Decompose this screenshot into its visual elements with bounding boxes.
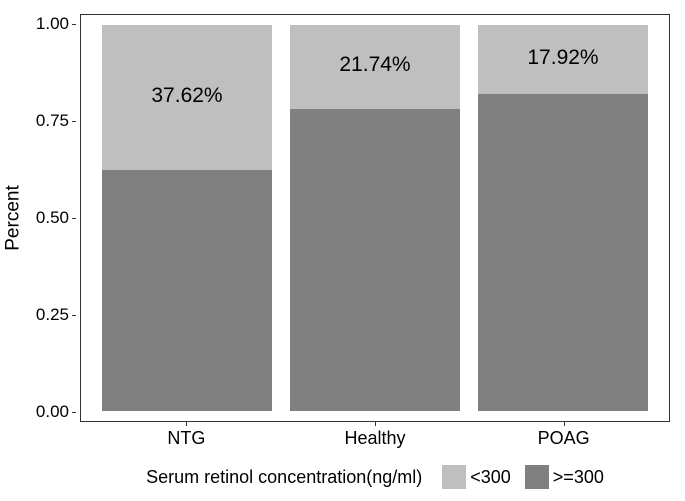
x-tick-marks [80, 422, 670, 426]
x-tick-label: POAG [538, 428, 590, 449]
y-tick [72, 412, 76, 413]
legend-item-ge300: >=300 [525, 465, 604, 489]
legend-label-ge300: >=300 [553, 467, 604, 488]
y-tick-label: 0.25 [9, 305, 69, 325]
bar: 17.92% [478, 25, 648, 411]
bar-value-label: 37.62% [102, 84, 272, 108]
legend-item-lt300: <300 [442, 465, 511, 489]
legend-swatch-lt300 [442, 465, 466, 489]
y-tick [72, 218, 76, 219]
legend-label-lt300: <300 [470, 467, 511, 488]
bar-value-label: 21.74% [290, 53, 460, 77]
legend-title: Serum retinol concentration(ng/ml) [146, 467, 422, 488]
bar-seg-ge300 [102, 170, 272, 411]
y-tick [72, 24, 76, 25]
x-tick [186, 422, 187, 426]
x-tick [564, 422, 565, 426]
x-tick [375, 422, 376, 426]
y-tick-label: 0.75 [9, 111, 69, 131]
y-tick-label: 1.00 [9, 14, 69, 34]
bar: 21.74% [290, 25, 460, 411]
bars-row: 37.62% 21.74% 17.92% [93, 25, 657, 411]
y-tick-label: 0.50 [9, 208, 69, 228]
y-tick [72, 315, 76, 316]
chart-container: Percent 0.000.250.500.751.00 37.62%21.74… [0, 0, 685, 501]
y-tick [72, 121, 76, 122]
plot-area: 37.62% 21.74% 17.92% [93, 25, 657, 411]
legend-swatch-ge300 [525, 465, 549, 489]
x-tick-label: NTG [167, 428, 205, 449]
bar-seg-ge300 [290, 109, 460, 411]
bar-seg-ge300 [478, 94, 648, 411]
legend: Serum retinol concentration(ng/ml) <300 … [80, 460, 670, 494]
bar: 37.62% [102, 25, 272, 411]
plot-panel: 37.62% 21.74% 17.92% [80, 14, 670, 422]
bar-slot: 17.92% [478, 25, 648, 411]
x-tick-label: Healthy [344, 428, 405, 449]
bar-slot: 37.62% [102, 25, 272, 411]
y-tick-label: 0.00 [9, 402, 69, 422]
bar-slot: 21.74% [290, 25, 460, 411]
bar-value-label: 17.92% [478, 46, 648, 70]
